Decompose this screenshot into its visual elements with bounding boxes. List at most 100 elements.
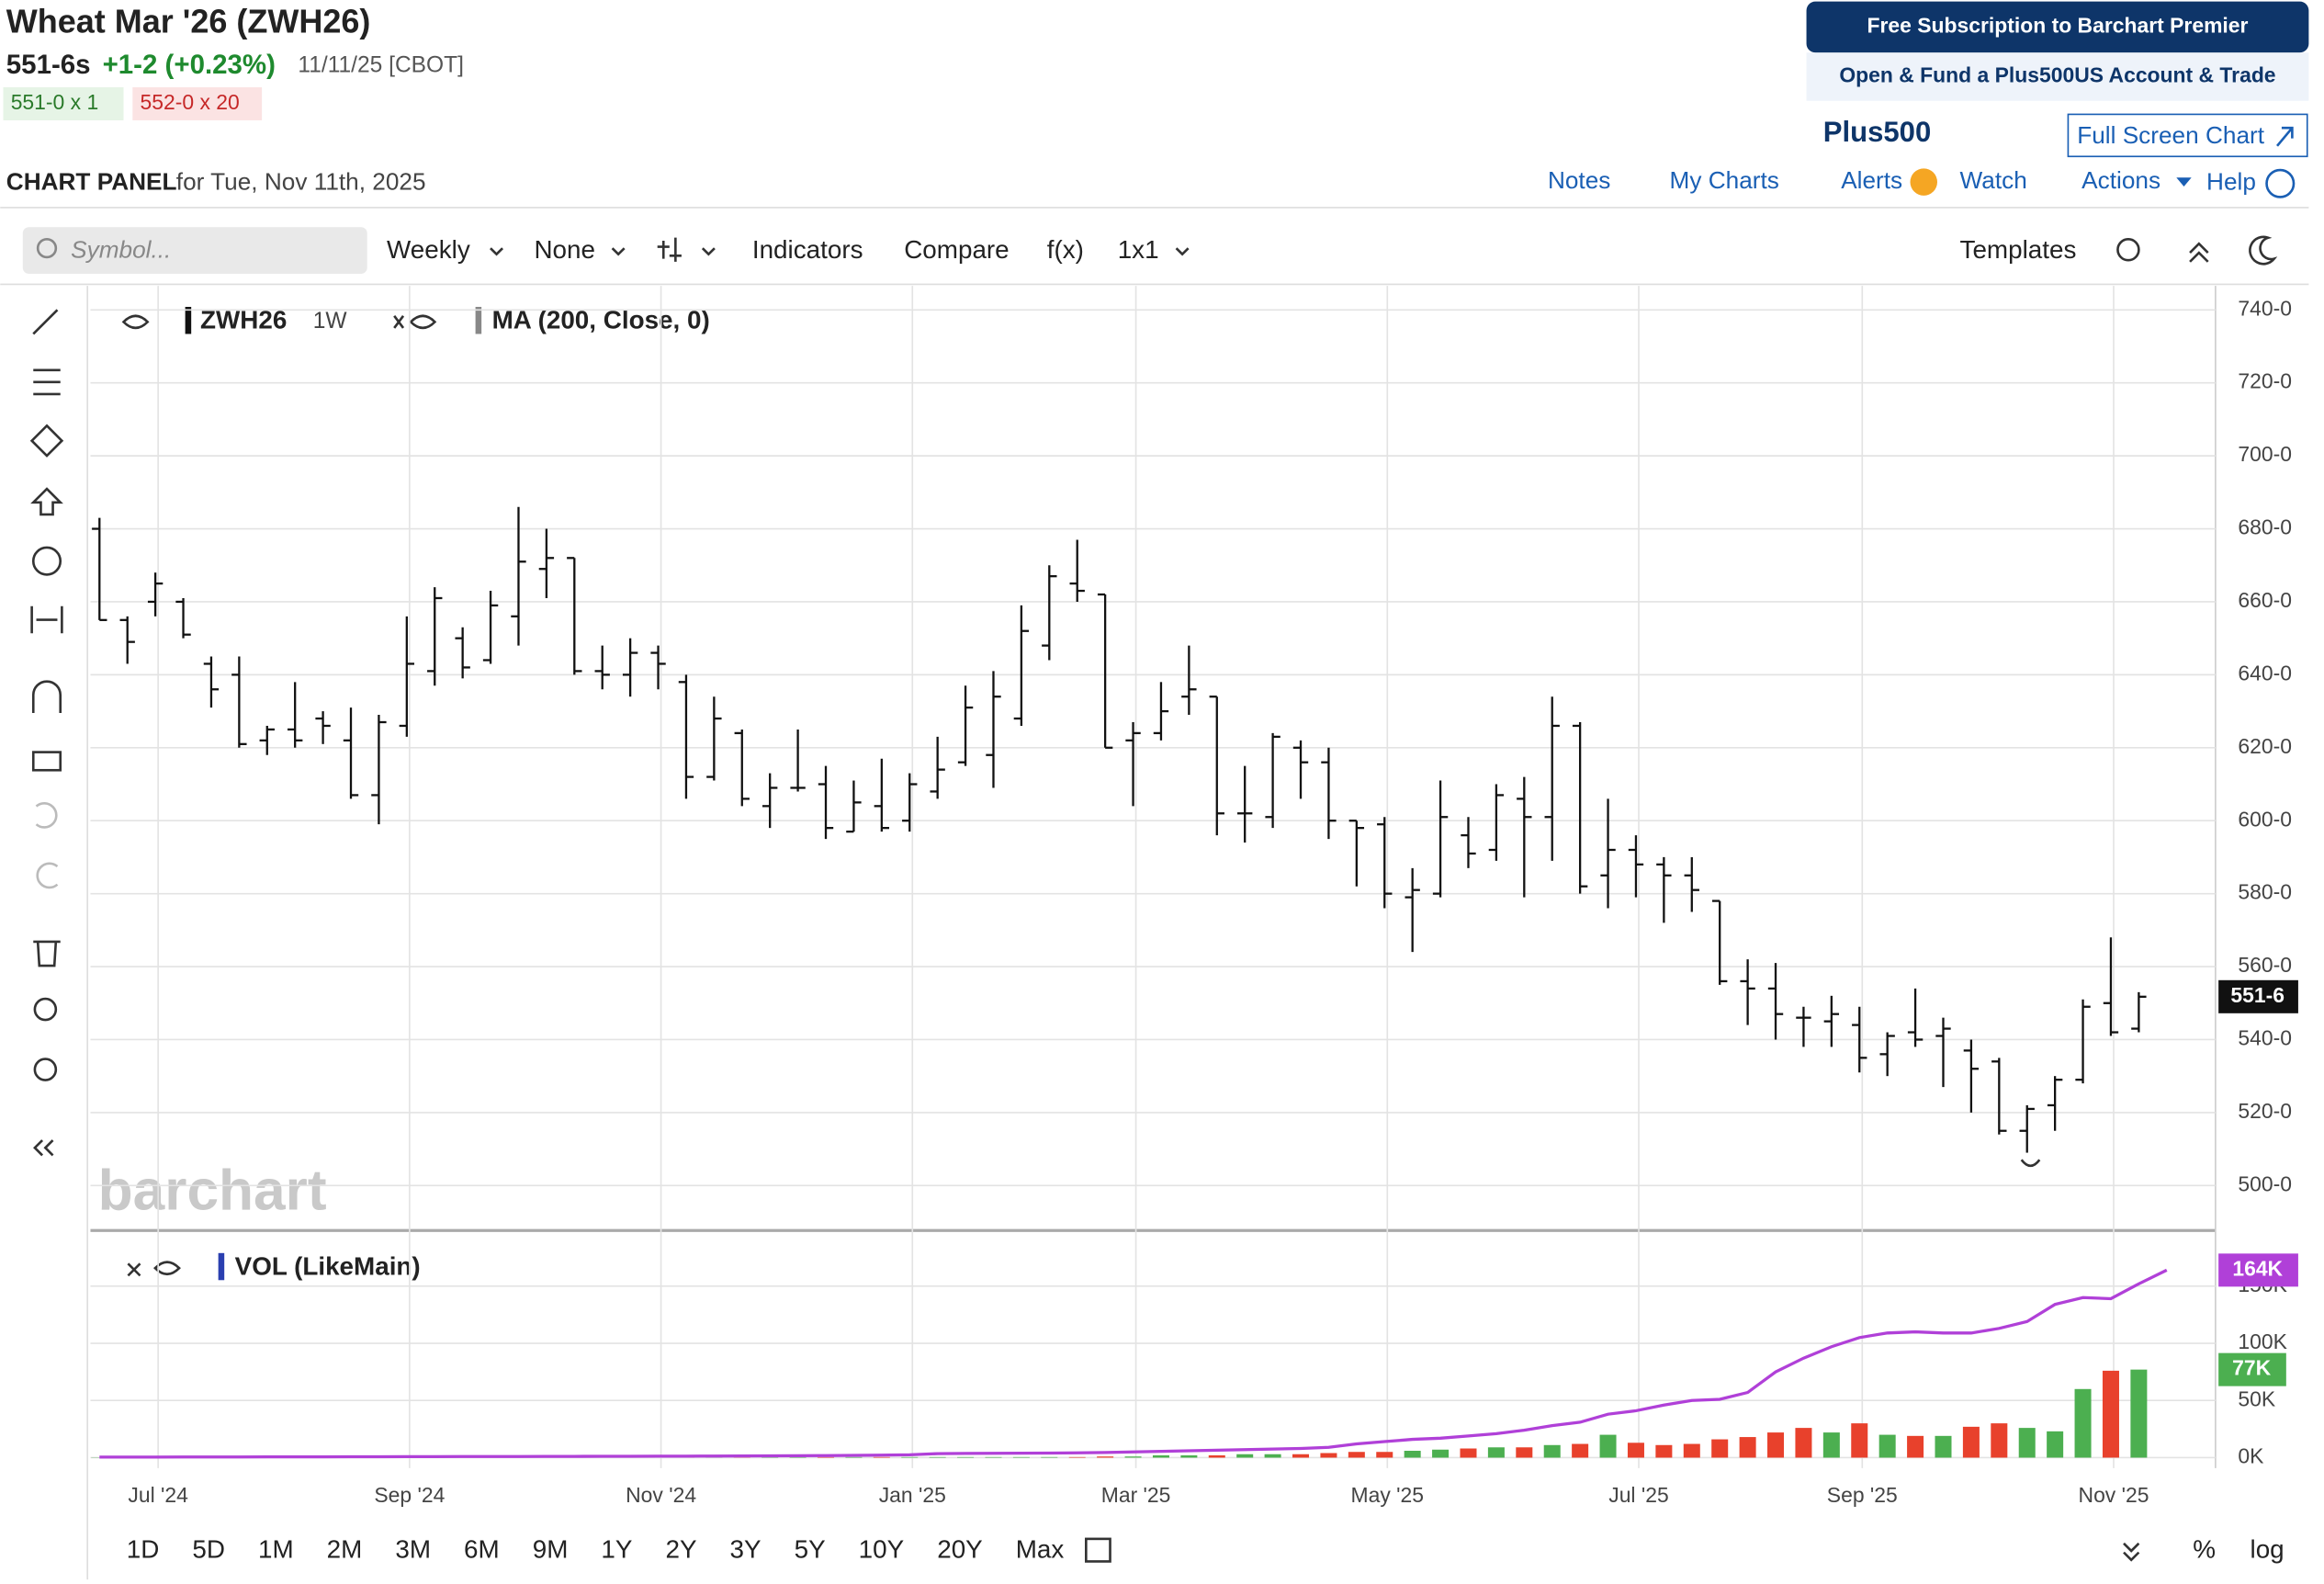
price-bar <box>846 780 862 833</box>
delete-tool[interactable] <box>33 940 61 967</box>
volume-bar <box>2018 1428 2036 1458</box>
price-bar <box>315 711 331 744</box>
volume-bar <box>1991 1423 2008 1458</box>
undo-tool[interactable] <box>35 801 58 829</box>
legend-icons[interactable] <box>121 314 437 330</box>
price-bar <box>1125 721 1141 807</box>
volume-bar <box>845 1456 863 1458</box>
price-bar <box>119 616 135 664</box>
compare-button[interactable]: Compare <box>904 235 1009 264</box>
volume-bar <box>1907 1435 1924 1458</box>
period-button[interactable]: 1D <box>127 1534 160 1563</box>
period-button[interactable]: 5Y <box>795 1534 826 1563</box>
price-bar <box>734 729 750 807</box>
calendar-icon[interactable] <box>1085 1537 1111 1563</box>
volume-legend-icons[interactable] <box>127 1261 181 1277</box>
period-button[interactable]: 1Y <box>601 1534 632 1563</box>
volume-bar <box>1935 1435 1952 1458</box>
y-tick-label: 0K <box>2238 1444 2264 1468</box>
volume-bar <box>1767 1432 1785 1458</box>
period-button[interactable]: 20Y <box>937 1534 983 1563</box>
period-button[interactable]: 3Y <box>730 1534 762 1563</box>
volume-bar <box>1739 1437 1756 1458</box>
fx-button[interactable]: f(x) <box>1047 235 1084 264</box>
fib-tool[interactable] <box>33 368 61 396</box>
volume-bar <box>1208 1454 1225 1458</box>
note-tool[interactable] <box>31 546 62 576</box>
zoom-out-tool[interactable] <box>33 1058 58 1081</box>
volume-bar <box>1683 1443 1700 1458</box>
period-button[interactable]: 1M <box>258 1534 294 1563</box>
notes-link[interactable]: Notes <box>1548 166 1610 194</box>
my-charts-link[interactable]: My Charts <box>1670 166 1779 194</box>
alerts-link[interactable]: Alerts <box>1841 166 1902 194</box>
period-button[interactable]: 3M <box>395 1534 431 1563</box>
period-button[interactable]: Max <box>1016 1534 1065 1563</box>
zoom-in-tool[interactable] <box>33 997 58 1022</box>
settings-icon[interactable] <box>2116 238 2140 262</box>
collapse-tools[interactable] <box>33 1139 54 1157</box>
bid-box <box>3 86 124 120</box>
watch-link[interactable]: Watch <box>1960 166 2027 194</box>
indicators-button[interactable]: Indicators <box>752 235 863 264</box>
period-button[interactable]: 2M <box>327 1534 363 1563</box>
price-bar <box>511 506 526 646</box>
price-badge-label: 551-6 <box>2230 983 2285 1007</box>
period-button[interactable]: 5D <box>192 1534 225 1563</box>
price-bar <box>1600 798 1616 909</box>
price-bar <box>1069 539 1085 602</box>
redo-tool[interactable] <box>36 862 59 889</box>
price-badge <box>2218 979 2298 1013</box>
expand-icon[interactable] <box>2123 1542 2140 1562</box>
fullscreen-icon <box>2275 126 2294 147</box>
fullscreen-text[interactable]: Full Screen Chart <box>2077 121 2264 149</box>
dark-mode-icon[interactable] <box>2249 235 2278 266</box>
actions-link[interactable]: Actions <box>2081 166 2160 194</box>
x-tick-label: Nov '24 <box>626 1483 696 1507</box>
premier-button[interactable] <box>1806 1 2309 53</box>
overlay-select[interactable]: None <box>534 235 595 264</box>
watermark: barchart <box>98 1159 327 1222</box>
measure-tool[interactable] <box>30 605 63 634</box>
price-bar <box>1013 605 1030 726</box>
price-bar <box>1153 682 1169 741</box>
volume-bar <box>1572 1443 1589 1458</box>
shape-tool[interactable] <box>29 424 64 458</box>
volume-bar <box>1320 1453 1337 1458</box>
trendline-tool[interactable] <box>32 309 59 335</box>
percent-toggle[interactable]: % <box>2193 1534 2216 1563</box>
layout-select[interactable]: 1x1 <box>1118 235 1159 264</box>
premier-text[interactable]: Free Subscription to Barchart Premier <box>1867 14 2248 38</box>
interval-select[interactable]: Weekly <box>387 235 470 264</box>
price-bar <box>92 517 107 621</box>
volume-badge <box>2218 1352 2286 1386</box>
volume-bar <box>1180 1454 1198 1458</box>
x-tick-label: Mar '25 <box>1101 1483 1171 1507</box>
lock-tool[interactable] <box>31 751 62 772</box>
period-button[interactable]: 6M <box>464 1534 500 1563</box>
symbol-input[interactable] <box>22 227 367 274</box>
bar-type-icon[interactable] <box>657 237 682 262</box>
fullscreen-button[interactable] <box>2067 113 2308 158</box>
period-button[interactable]: 2Y <box>665 1534 696 1563</box>
oi-badge <box>2218 1253 2298 1287</box>
plus500-banner[interactable] <box>1806 52 2309 101</box>
period-button[interactable]: 10Y <box>859 1534 905 1563</box>
price-bar <box>399 616 415 737</box>
collapse-icon[interactable] <box>2189 242 2209 263</box>
price-bar <box>1461 817 1476 868</box>
templates-button[interactable]: Templates <box>1960 235 2077 264</box>
period-button[interactable]: 9M <box>533 1534 569 1563</box>
plus500-text[interactable]: Open & Fund a Plus500US Account & Trade <box>1839 63 2275 87</box>
y-tick-label: 720-0 <box>2238 369 2292 393</box>
volume-bar <box>1292 1454 1310 1458</box>
arrow-tool[interactable] <box>30 487 63 516</box>
volume-bar <box>1627 1443 1644 1458</box>
magnet-tool[interactable] <box>31 680 62 714</box>
volume-bar <box>2130 1369 2148 1458</box>
log-toggle[interactable]: log <box>2251 1534 2285 1563</box>
help-link[interactable]: Help <box>2206 168 2256 196</box>
symbol-placeholder[interactable]: Symbol... <box>71 235 171 263</box>
volume-bar <box>985 1456 1002 1458</box>
